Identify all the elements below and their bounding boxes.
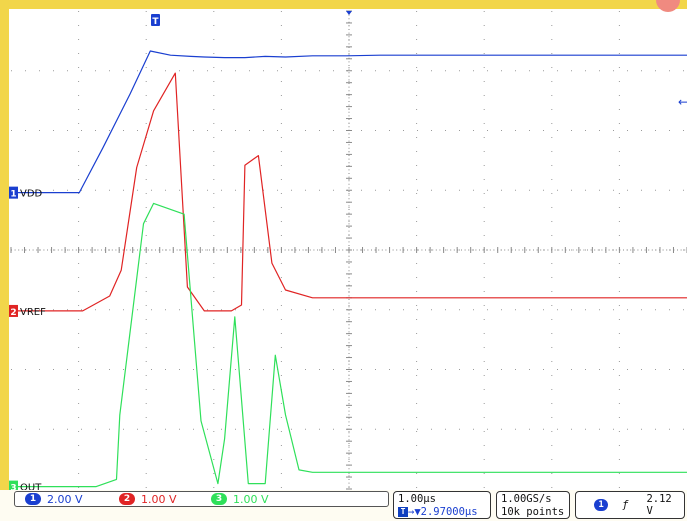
ch2-badge: 2 <box>119 493 135 505</box>
trigger-position-icon <box>151 14 160 26</box>
channel-marker-badge <box>9 304 18 317</box>
channel-marker-number: 3 <box>10 484 16 490</box>
channel-marker-number: 1 <box>10 190 16 200</box>
corner-indicator-icon <box>656 0 680 12</box>
timebase-scale: 1.00µs <box>398 493 436 505</box>
trigger-position-letter: T <box>152 17 159 27</box>
ch2-scale[interactable]: 2 1.00 V <box>119 492 177 506</box>
screen-markers: T← <box>151 0 687 109</box>
channel-marker-badge <box>9 186 18 199</box>
record-length: 10k points <box>501 505 565 518</box>
ground-marker-out: 3 OUT <box>9 480 42 490</box>
graticule <box>10 10 687 490</box>
oscilloscope-display: 1 VDD 2 VREF 3 OUT T ← <box>0 0 687 490</box>
trigger-box[interactable]: 1 ƒ 2.12 V <box>575 491 685 519</box>
ch3-scale-value: 1.00 V <box>233 492 269 506</box>
channel-marker-number: 2 <box>10 308 16 318</box>
ground-marker-vref: 2 VREF <box>9 304 46 318</box>
channel-labels: 1 VDD 2 VREF 3 OUT <box>9 186 46 490</box>
center-marker-icon <box>346 11 352 15</box>
delay-arrow-icon: →▼ <box>408 505 421 518</box>
rising-edge-icon: ƒ <box>622 498 629 511</box>
ch1-badge: 1 <box>25 493 41 505</box>
trigger-level-arrow-icon: ← <box>678 95 687 109</box>
traces <box>11 50 687 488</box>
ch3-badge: 3 <box>211 493 227 505</box>
ground-marker-vdd: 1 VDD <box>9 186 43 200</box>
channel-name-label: VDD <box>20 189 43 200</box>
timebase-box[interactable]: 1.00µs T →▼2.97000µs <box>393 491 491 519</box>
trigger-position-icon: T <box>398 506 408 517</box>
ch1-scale[interactable]: 1 2.00 V <box>25 492 83 506</box>
channel-scale-strip: 1 2.00 V 2 1.00 V 3 1.00 V <box>14 491 389 507</box>
channel-marker-badge <box>9 480 18 490</box>
trace-vref <box>11 72 687 312</box>
trigger-level: 2.12 V <box>646 492 672 518</box>
acquisition-box[interactable]: 1.00GS/s 10k points <box>496 491 570 519</box>
channel-name-label: OUT <box>20 483 42 490</box>
sample-rate: 1.00GS/s <box>501 493 552 505</box>
channel-name-label: VREF <box>20 307 46 318</box>
ch3-scale[interactable]: 3 1.00 V <box>211 492 269 506</box>
trace-vdd <box>11 50 687 194</box>
trace-out <box>11 202 687 488</box>
status-bar: 1 2.00 V 2 1.00 V 3 1.00 V 1.00µs T →▼2.9… <box>0 490 687 521</box>
ch1-scale-value: 2.00 V <box>47 492 83 506</box>
timebase-delay: 2.97000µs <box>420 505 478 518</box>
ch2-scale-value: 1.00 V <box>141 492 177 506</box>
trigger-source-badge: 1 <box>594 499 609 511</box>
